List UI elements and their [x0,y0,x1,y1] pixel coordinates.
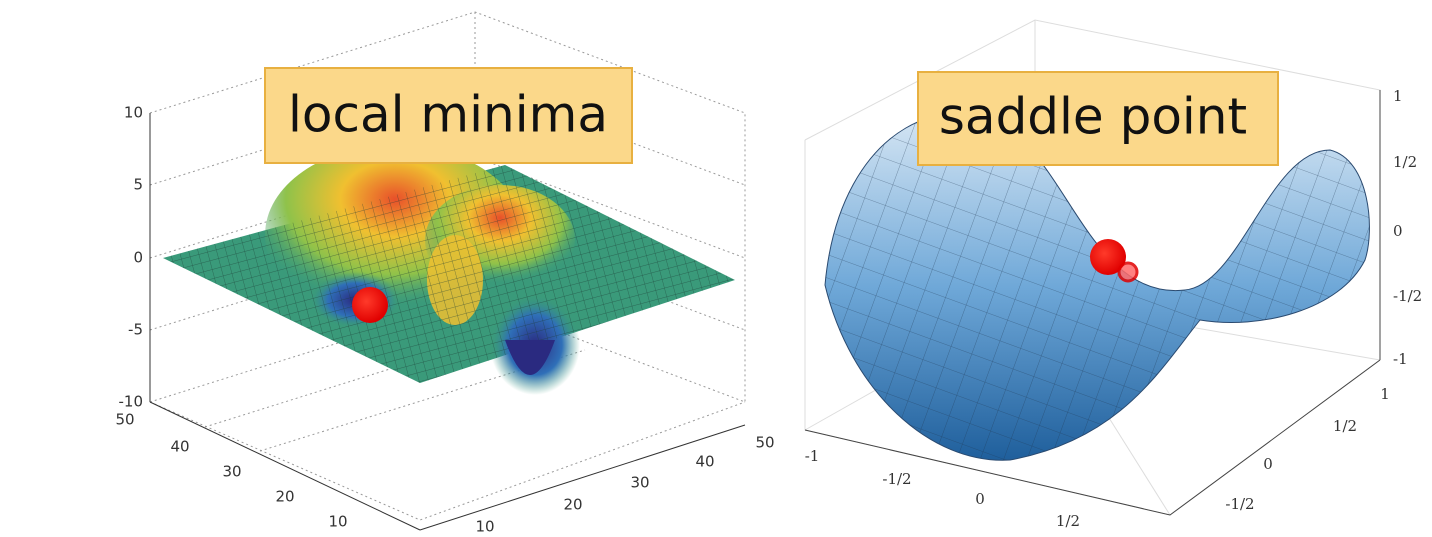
z-tick-label: 0 [133,249,143,267]
panel-label: local minima [288,86,608,144]
z-tick-label: -10 [119,393,144,411]
z-tick-label: 1 [1393,87,1403,105]
label-box [917,71,1279,166]
x-tick-label: 10 [328,513,347,531]
z-tick-label: 10 [124,104,143,122]
y-tick-label: 10 [475,518,494,536]
z-tick-label: 0 [1393,222,1403,240]
z-tick-label: -1/2 [1393,287,1422,305]
z-tick-label: 1/2 [1393,153,1417,171]
x-tick-label: 20 [275,488,294,506]
y-tick-label: -1/2 [1225,495,1254,513]
x-tick-label: 30 [222,463,241,481]
x-tick-label: -1/2 [882,470,911,488]
x-tick-label: -1 [805,447,820,465]
panel-label: saddle point [939,88,1247,146]
z-tick-label: -1 [1393,350,1408,368]
y-tick-label: 20 [563,496,582,514]
y-tick-label: 50 [755,434,774,452]
y-tick-label: 1/2 [1333,417,1357,435]
x-tick-label: 0 [975,490,985,508]
left-plot: local minima [149,11,746,531]
ball [1090,239,1126,275]
ball [352,287,388,323]
y-tick-label: 0 [1263,455,1273,473]
y-tick-label: 40 [695,453,714,471]
y-tick-label: 1 [1380,385,1390,403]
right-plot: saddle point [804,19,1381,516]
ball-shadow [1117,261,1139,283]
label-box [264,67,633,164]
x-tick-label: 40 [170,438,189,456]
x-tick-label: 1/2 [1056,512,1080,530]
x-tick-label: 50 [115,411,134,429]
z-tick-label: -5 [128,321,143,339]
z-tick-label: 5 [133,176,143,194]
y-tick-label: 30 [630,474,649,492]
